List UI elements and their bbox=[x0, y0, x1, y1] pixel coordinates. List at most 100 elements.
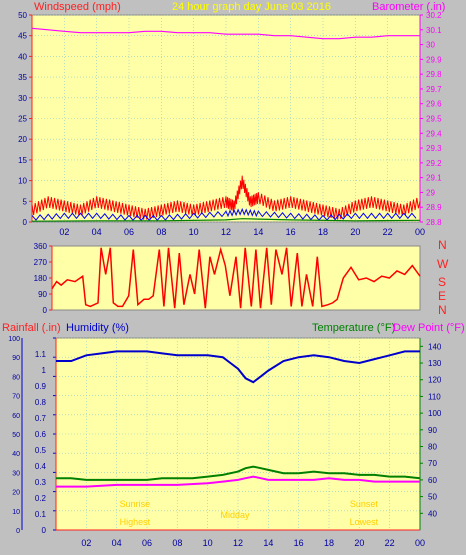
compass-s: S bbox=[438, 275, 446, 289]
y-tick-label-right: 29.4 bbox=[426, 129, 442, 138]
compass-n-top: N bbox=[438, 238, 447, 252]
temp-tick-label: 100 bbox=[428, 409, 442, 418]
x-tick-label: 02 bbox=[59, 227, 69, 237]
compass-w: W bbox=[437, 257, 449, 271]
y-tick-label-right: 29.8 bbox=[426, 70, 442, 79]
temp-tick-label: 80 bbox=[428, 443, 437, 452]
x-tick-label: 06 bbox=[124, 227, 134, 237]
x-tick-label: 00 bbox=[415, 227, 425, 237]
x-tick-label: 20 bbox=[350, 227, 360, 237]
y-tick-label-right: 28.8 bbox=[426, 218, 442, 227]
temp-tick-label: 50 bbox=[428, 493, 437, 502]
rain-tick-label: 0.8 bbox=[35, 398, 47, 407]
x-tick-label: 16 bbox=[294, 538, 304, 548]
annotation-midday: Midday bbox=[220, 510, 250, 520]
humidity-tick-label: 50 bbox=[12, 432, 20, 439]
temp-tick-label: 60 bbox=[428, 476, 437, 485]
graph-title: 24 hour graph day June 03 2016 bbox=[172, 1, 331, 13]
annotation-sunrise: Sunrise bbox=[120, 499, 151, 509]
humidity-tick-label: 20 bbox=[12, 490, 20, 497]
y-tick-label-left: 40 bbox=[18, 52, 27, 61]
windspeed-axis-label: Windspeed (mph) bbox=[34, 1, 121, 13]
temperature-axis-label: Temperature (°F) bbox=[312, 322, 395, 334]
rain-humidity-temperature-panel: 02 04 06 08 10 12 14 16 18 20 22 000102030405060708… bbox=[8, 336, 442, 548]
rain-tick-label: 0.4 bbox=[35, 462, 47, 471]
y-tick-label-right: 29 bbox=[426, 188, 435, 197]
rain-tick-label: 0.1 bbox=[35, 510, 47, 519]
y-tick-label-right: 29.1 bbox=[426, 174, 442, 183]
humidity-tick-label: 80 bbox=[12, 374, 20, 381]
humidity-axis-label: Humidity (%) bbox=[66, 322, 129, 334]
x-tick-label: 20 bbox=[354, 538, 364, 548]
y-tick-label-right: 29.9 bbox=[426, 55, 442, 64]
x-tick-label: 02 bbox=[81, 538, 91, 548]
y-tick-label: 360 bbox=[34, 242, 48, 251]
y-tick-label-right: 30.1 bbox=[426, 26, 442, 35]
x-tick-label: 06 bbox=[142, 538, 152, 548]
y-tick-label-left: 30 bbox=[18, 94, 27, 103]
barometer-series bbox=[31, 27, 420, 40]
dewpoint-series bbox=[56, 475, 420, 488]
x-tick-label: 10 bbox=[203, 538, 213, 548]
x-tick-label: 22 bbox=[383, 227, 393, 237]
rain-tick-label: 1 bbox=[42, 366, 47, 375]
rain-tick-label: 0.3 bbox=[35, 478, 47, 487]
rain-tick-label: 0.2 bbox=[35, 494, 47, 503]
humidity-tick-label: 90 bbox=[12, 355, 20, 362]
rainfall-axis-label: Rainfall (.in) bbox=[2, 322, 61, 334]
humidity-tick-label: 60 bbox=[12, 413, 20, 420]
x-tick-label: 16 bbox=[286, 227, 296, 237]
x-tick-label: 12 bbox=[221, 227, 231, 237]
y-tick-label-right: 28.9 bbox=[426, 203, 442, 212]
temp-tick-label: 130 bbox=[428, 359, 442, 368]
x-tick-label: 10 bbox=[189, 227, 199, 237]
annotation-lowest: Lowest bbox=[350, 517, 379, 527]
y-tick-label-left: 10 bbox=[18, 177, 27, 186]
rain-tick-label: 0.7 bbox=[35, 414, 47, 423]
y-tick-label-right: 29.7 bbox=[426, 85, 442, 94]
rain-tick-label: 1.1 bbox=[35, 350, 47, 359]
x-tick-label: 04 bbox=[112, 538, 122, 548]
temp-tick-label: 90 bbox=[428, 426, 437, 435]
y-tick-label-right: 29.2 bbox=[426, 159, 442, 168]
y-tick-label-right: 29.6 bbox=[426, 100, 442, 109]
x-tick-label: 08 bbox=[172, 538, 182, 548]
y-tick-label-right: 29.3 bbox=[426, 144, 442, 153]
y-tick-label-left: 20 bbox=[18, 135, 27, 144]
humidity-tick-label: 0 bbox=[16, 528, 20, 535]
y-tick-label-left: 5 bbox=[23, 197, 28, 206]
humidity-series bbox=[56, 350, 420, 384]
humidity-tick-label: 70 bbox=[12, 394, 20, 401]
wind-direction-panel: 0 90 180 270 360 bbox=[34, 242, 421, 315]
temp-tick-label: 110 bbox=[428, 392, 441, 401]
humidity-tick-label: 100 bbox=[8, 336, 20, 343]
y-tick-label: 270 bbox=[34, 258, 48, 267]
y-tick-label-left: 15 bbox=[18, 156, 27, 165]
humidity-tick-label: 30 bbox=[12, 470, 20, 477]
x-tick-label: 04 bbox=[92, 227, 102, 237]
wind-direction-series bbox=[51, 246, 421, 309]
temp-tick-label: 40 bbox=[428, 509, 437, 518]
temp-tick-label: 120 bbox=[428, 376, 442, 385]
dewpoint-axis-label: Dew Point (°F) bbox=[393, 322, 465, 334]
y-tick-label-left: 45 bbox=[18, 32, 27, 41]
rain-tick-label: 0 bbox=[42, 526, 47, 535]
compass-n-bottom: N bbox=[438, 303, 447, 317]
wind-gust-series bbox=[31, 175, 421, 220]
x-tick-label: 14 bbox=[263, 538, 273, 548]
y-tick-label-left: 50 bbox=[18, 11, 27, 20]
x-tick-label: 12 bbox=[233, 538, 243, 548]
y-tick-label-left: 25 bbox=[18, 115, 27, 124]
annotation-sunset: Sunset bbox=[350, 499, 379, 509]
x-tick-label: 08 bbox=[156, 227, 166, 237]
y-tick-label-right: 30 bbox=[426, 41, 435, 50]
barometer-axis-label: Barometer (.in) bbox=[372, 1, 445, 13]
x-tick-label: 00 bbox=[415, 538, 425, 548]
x-tick-label: 14 bbox=[253, 227, 263, 237]
y-tick-label-left: 0 bbox=[23, 218, 28, 227]
humidity-tick-label: 10 bbox=[12, 509, 20, 516]
y-tick-label-right: 30.2 bbox=[426, 11, 442, 20]
x-tick-label: 22 bbox=[385, 538, 395, 548]
rain-tick-label: 0.5 bbox=[35, 446, 47, 455]
temp-tick-label: 70 bbox=[428, 459, 437, 468]
